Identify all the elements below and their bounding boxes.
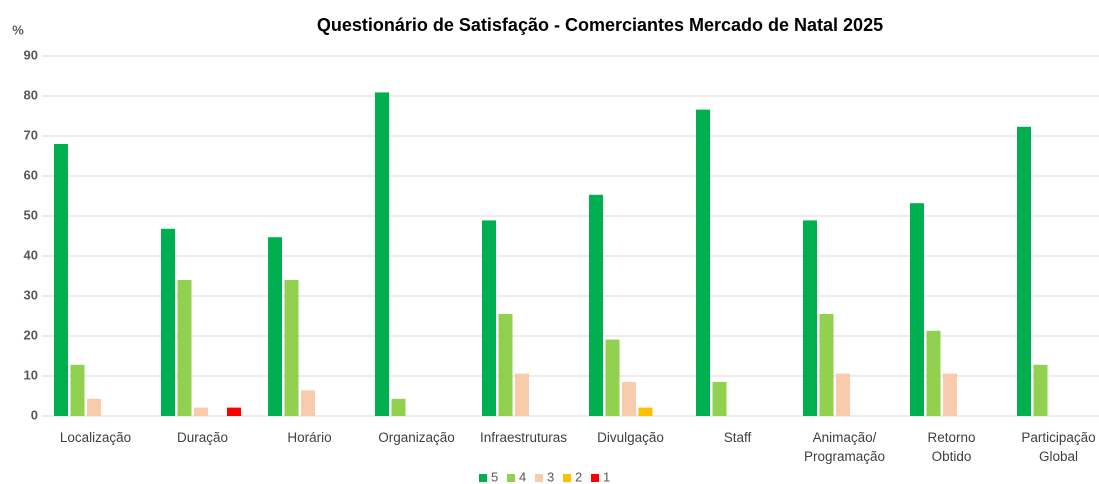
bar xyxy=(943,373,957,416)
bar xyxy=(301,390,315,416)
bar xyxy=(515,373,529,416)
bar xyxy=(482,220,496,416)
x-tick-label: Retorno Obtido xyxy=(927,430,976,464)
y-tick-label: 90 xyxy=(24,47,38,62)
bar xyxy=(622,382,636,416)
bar xyxy=(284,280,299,416)
bar xyxy=(1017,126,1031,417)
bar xyxy=(589,194,603,416)
x-tick-label: Staff xyxy=(723,430,752,445)
legend-swatch xyxy=(563,474,571,482)
x-tick-label: Duração xyxy=(176,430,229,445)
bar xyxy=(375,92,389,417)
bar xyxy=(161,228,175,416)
legend-swatch xyxy=(591,474,599,482)
bar xyxy=(819,314,834,416)
x-tick-label: Divulgação xyxy=(597,430,664,445)
legend-swatch xyxy=(479,474,487,482)
bar xyxy=(926,330,941,416)
bar xyxy=(194,407,208,416)
x-tick-label: Organização xyxy=(378,430,455,445)
legend-swatch xyxy=(535,474,543,482)
bar xyxy=(696,109,710,416)
bar xyxy=(605,339,620,416)
legend-label: 5 xyxy=(491,469,498,484)
bar xyxy=(910,203,924,416)
bar xyxy=(391,398,406,416)
bar xyxy=(712,382,727,416)
y-tick-label: 30 xyxy=(24,287,38,302)
legend-label: 1 xyxy=(603,469,610,484)
x-tick-label: Horário xyxy=(287,430,332,445)
y-tick-label: 40 xyxy=(24,247,38,262)
bar xyxy=(54,144,68,416)
bar xyxy=(498,314,513,416)
y-tick-label: 80 xyxy=(24,87,38,102)
legend-label: 4 xyxy=(519,469,526,484)
x-tick-label: Participação Global xyxy=(1021,430,1096,464)
bar xyxy=(87,398,101,416)
bar xyxy=(177,280,192,416)
x-tick-label: Localização xyxy=(59,430,132,445)
bar xyxy=(268,237,282,416)
x-tick-label: Infraestruturas xyxy=(479,430,568,445)
legend-label: 3 xyxy=(547,469,554,484)
bar xyxy=(803,220,817,416)
bar xyxy=(70,364,85,416)
bar xyxy=(638,407,653,416)
bar xyxy=(836,373,850,416)
chart-title: Questionário de Satisfação - Comerciante… xyxy=(317,15,883,35)
bar xyxy=(227,407,241,416)
legend-label: 2 xyxy=(575,469,582,484)
y-axis-label: % xyxy=(12,22,24,37)
y-tick-label: 10 xyxy=(24,367,38,382)
y-tick-label: 20 xyxy=(24,327,38,342)
y-tick-label: 50 xyxy=(24,207,38,222)
bar xyxy=(1033,364,1048,416)
y-tick-label: 60 xyxy=(24,167,38,182)
y-tick-label: 70 xyxy=(24,127,38,142)
y-tick-label: 0 xyxy=(31,407,38,422)
legend-swatch xyxy=(507,474,515,482)
x-tick-label: Animação/ Programação xyxy=(803,430,886,464)
